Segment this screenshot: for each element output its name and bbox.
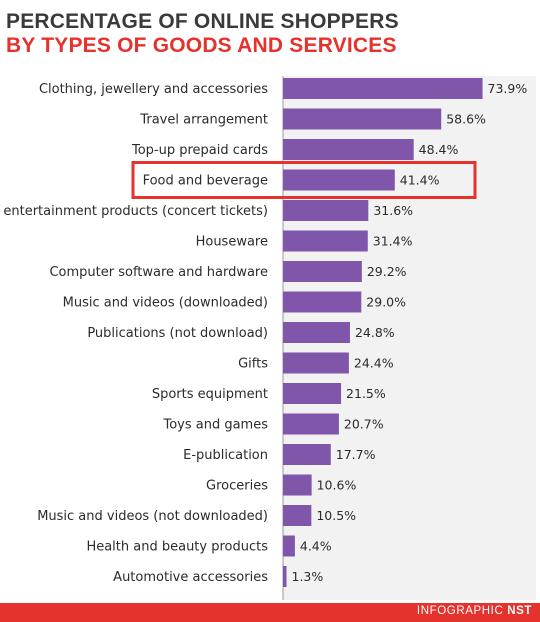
value-label: 31.6% <box>373 203 413 218</box>
category-label: Music and videos (downloaded) <box>63 296 268 311</box>
bar <box>283 169 395 191</box>
value-label: 24.4% <box>354 356 394 371</box>
category-label: Food and beverage <box>143 174 268 189</box>
highlight-box <box>131 161 477 199</box>
footer-bar: INFOGRAPHIC NST <box>0 603 540 622</box>
footer-credit: INFOGRAPHIC NST <box>417 605 532 617</box>
category-label: Groceries <box>206 479 268 494</box>
bar <box>283 78 483 99</box>
bar <box>283 139 414 160</box>
chart-title-line-1: PERCENTAGE OF ONLINE SHOPPERS <box>6 10 399 33</box>
footer-brand: NST <box>507 605 532 617</box>
value-label: 21.5% <box>346 386 386 401</box>
category-label: Houseware <box>196 235 268 250</box>
bar <box>283 383 342 404</box>
footer-prefix: INFOGRAPHIC <box>416 605 504 617</box>
category-label: Travel arrangement <box>139 113 268 128</box>
category-label: Other entertainment products (concert ti… <box>0 204 268 219</box>
category-label: Top-up prepaid cards <box>131 143 268 158</box>
value-label: 58.6% <box>446 112 486 127</box>
value-label: 10.5% <box>316 508 356 523</box>
value-label: 29.2% <box>367 264 407 279</box>
category-label: Gifts <box>238 357 268 372</box>
category-label: E-publication <box>183 448 268 463</box>
bar <box>283 108 442 130</box>
value-label: 41.4% <box>400 173 440 188</box>
category-label: Clothing, jewellery and accessories <box>39 82 268 97</box>
bar <box>283 413 339 435</box>
value-label: 4.4% <box>300 539 332 554</box>
bar <box>283 291 362 313</box>
value-label: 48.4% <box>419 142 459 157</box>
bar <box>283 322 350 343</box>
category-label: Sports equipment <box>152 387 268 402</box>
category-label: Health and beauty products <box>86 540 268 555</box>
chart-title: PERCENTAGE OF ONLINE SHOPPERS BY TYPES O… <box>6 10 399 58</box>
category-label: Music and videos (not downloaded) <box>37 509 268 524</box>
category-label: Publications (not download) <box>87 326 268 341</box>
bar <box>283 474 312 496</box>
bar <box>283 535 295 557</box>
category-label: Computer software and hardware <box>49 265 268 280</box>
value-label: 31.4% <box>373 234 413 249</box>
value-label: 29.0% <box>366 295 406 310</box>
bar <box>283 352 349 374</box>
bar <box>283 261 362 282</box>
bar <box>283 505 312 526</box>
category-label: Automotive accessories <box>113 570 268 585</box>
value-label: 73.9% <box>488 81 528 96</box>
bar <box>283 566 287 587</box>
value-label: 17.7% <box>336 447 376 462</box>
bar-chart: Clothing, jewellery and accessories 73.9%… <box>0 76 536 600</box>
bar <box>283 200 369 221</box>
value-label: 10.6% <box>317 478 357 493</box>
value-label: 20.7% <box>344 417 384 432</box>
value-label: 1.3% <box>292 569 324 584</box>
category-label: Toys and games <box>162 418 268 433</box>
chart-title-line-2: BY TYPES OF GOODS AND SERVICES <box>6 34 397 57</box>
value-label: 24.8% <box>355 325 395 340</box>
bar <box>283 444 331 465</box>
bar <box>283 230 368 252</box>
